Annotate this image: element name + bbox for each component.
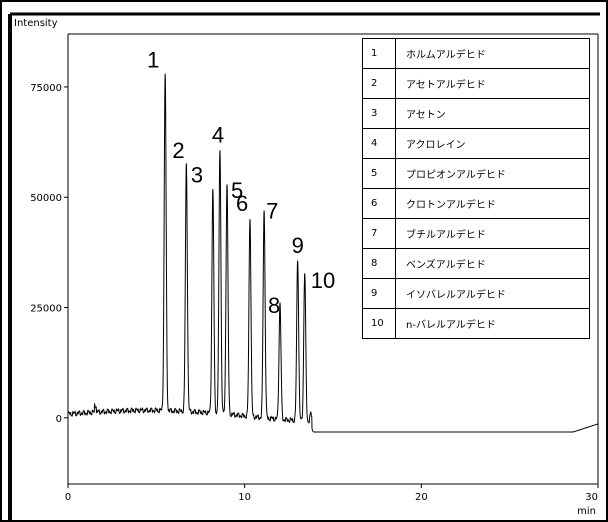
legend-row: 8 ベンズアルデヒド [362,248,590,279]
legend-row: 4 アクロレイン [362,128,590,159]
legend-row: 10 n-バレルアルデヒド [362,308,590,339]
y-axis-title: Intensity [14,18,58,29]
legend-compound-name: プロピオンアルデヒド [395,158,590,189]
peak-label-4: 4 [212,123,224,148]
legend-row: 7 ブチルアルデヒド [362,218,590,249]
y-tick-label: 75000 [30,83,62,94]
legend-number: 4 [362,128,396,159]
legend-number: 8 [362,248,396,279]
x-tick-label: 0 [65,492,71,503]
legend-row: 2 アセトアルデヒド [362,68,590,99]
legend-compound-name: イソバレルアルデヒド [395,278,590,309]
legend-compound-name: n-バレルアルデヒド [395,308,590,339]
legend-number: 9 [362,278,396,309]
legend-number: 3 [362,98,396,129]
peak-label-9: 9 [292,233,304,258]
peak-label-1: 1 [147,48,159,73]
peak-label-3: 3 [191,162,203,187]
y-tick-label: 0 [56,414,62,425]
peak-label-10: 10 [311,268,335,293]
legend-number: 6 [362,188,396,219]
x-axis-title: min [577,506,596,517]
legend-compound-name: アセトン [395,98,590,129]
legend-compound-name: ブチルアルデヒド [395,218,590,249]
legend-number: 10 [362,308,396,339]
x-tick-label: 30 [585,492,598,503]
peak-label-6: 6 [236,191,248,216]
legend-compound-name: ホルムアルデヒド [395,38,590,69]
peak-labels: 1 234 56 7 8 9 10 [147,48,335,318]
peak-label-2: 2 [172,138,184,163]
x-ticks: 0 10 20 30 [65,484,599,503]
legend-row: 5 プロピオンアルデヒド [362,158,590,189]
y-tick-label: 25000 [30,304,62,315]
peak-label-7: 7 [266,198,278,223]
legend-row: 1 ホルムアルデヒド [362,38,590,69]
legend-number: 7 [362,218,396,249]
x-tick-label: 10 [238,492,251,503]
y-tick-label: 50000 [30,193,62,204]
y-ticks: 0 25000 50000 75000 [30,83,68,425]
chromatogram-trace [67,73,599,433]
legend-compound-name: アクロレイン [395,128,590,159]
compound-legend-table: 1 ホルムアルデヒド 2 アセトアルデヒド 3 アセトン 4 アクロレイン 5 プロピオンアルデヒ… [362,38,590,339]
legend-number: 2 [362,68,396,99]
legend-compound-name: アセトアルデヒド [395,68,590,99]
legend-compound-name: ベンズアルデヒド [395,248,590,279]
legend-row: 9 イソバレルアルデヒド [362,278,590,309]
legend-row: 6 クロトンアルデヒド [362,188,590,219]
peak-label-8: 8 [268,293,280,318]
peak-label-5: 5 [231,178,243,203]
legend-number: 5 [362,158,396,189]
legend-number: 1 [362,38,396,69]
legend-row: 3 アセトン [362,98,590,129]
x-tick-label: 20 [415,492,428,503]
legend-compound-name: クロトンアルデヒド [395,188,590,219]
